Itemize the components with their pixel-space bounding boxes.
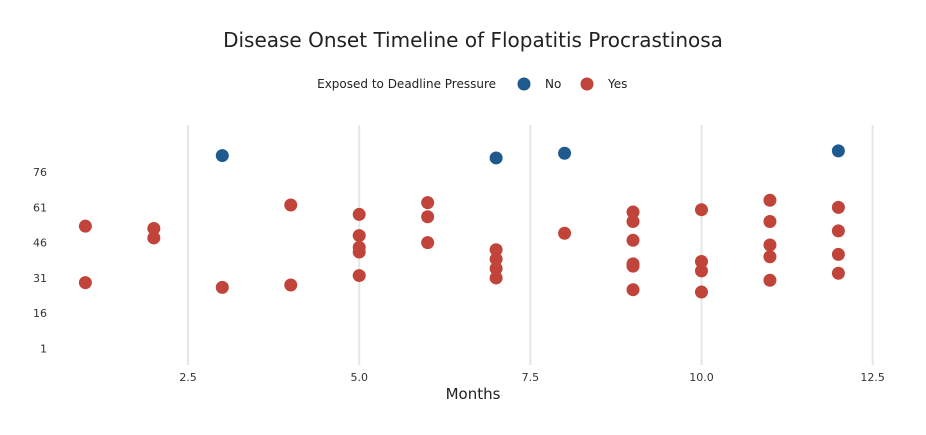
data-point-yes (831, 200, 845, 214)
data-point-no (831, 144, 845, 158)
data-point-yes (763, 193, 777, 207)
data-point-yes (284, 278, 298, 292)
data-point-yes (215, 280, 229, 294)
data-point-yes (284, 198, 298, 212)
data-point-yes (626, 205, 640, 219)
y-tick-label: 46 (33, 237, 47, 250)
data-point-no (489, 151, 503, 165)
legend-label-yes: Yes (607, 77, 627, 91)
y-tick-label: 76 (33, 166, 47, 179)
data-point-yes (558, 226, 572, 240)
x-tick-label: 7.5 (522, 371, 540, 384)
legend-swatch-no (517, 77, 531, 91)
data-point-no (215, 149, 229, 163)
data-point-yes (831, 266, 845, 280)
data-point-yes (147, 222, 161, 236)
data-point-yes (352, 245, 366, 259)
legend-label-no: No (545, 77, 561, 91)
chart-title: Disease Onset Timeline of Flopatitis Pro… (223, 28, 723, 52)
data-point-yes (421, 210, 435, 224)
x-tick-label: 12.5 (860, 371, 885, 384)
data-points (78, 144, 845, 299)
data-point-yes (831, 224, 845, 238)
data-point-yes (694, 254, 708, 268)
y-tick-label: 31 (33, 272, 47, 285)
data-point-yes (352, 207, 366, 221)
data-point-yes (489, 271, 503, 285)
data-point-yes (147, 231, 161, 245)
data-point-yes (78, 276, 92, 290)
data-point-yes (763, 214, 777, 228)
data-point-no (558, 146, 572, 160)
x-axis-ticks: 2.5 5.0 7.5 10.0 12.5 (179, 371, 885, 384)
data-point-yes (763, 273, 777, 287)
x-tick-label: 10.0 (689, 371, 714, 384)
y-tick-label: 1 (40, 343, 47, 356)
data-point-yes (489, 262, 503, 276)
y-tick-label: 16 (33, 307, 47, 320)
x-tick-label: 5.0 (350, 371, 368, 384)
x-tick-label: 2.5 (179, 371, 197, 384)
data-point-yes (626, 259, 640, 273)
data-point-yes (626, 214, 640, 228)
data-point-yes (694, 203, 708, 217)
data-point-yes (489, 243, 503, 257)
data-point-yes (421, 196, 435, 210)
data-point-yes (352, 229, 366, 243)
legend-title: Exposed to Deadline Pressure (317, 77, 496, 91)
data-point-yes (352, 269, 366, 283)
data-point-yes (763, 238, 777, 252)
data-point-yes (626, 233, 640, 247)
data-point-yes (421, 236, 435, 250)
legend: Exposed to Deadline Pressure No Yes (317, 77, 627, 91)
data-point-yes (694, 285, 708, 299)
x-axis-label: Months (446, 385, 501, 403)
data-point-yes (626, 283, 640, 297)
legend-swatch-yes (580, 77, 594, 91)
data-point-yes (694, 264, 708, 278)
data-point-yes (78, 219, 92, 233)
data-point-yes (831, 247, 845, 261)
data-point-yes (489, 252, 503, 266)
data-point-yes (763, 250, 777, 264)
y-axis-ticks: 1 16 31 46 61 76 (33, 166, 47, 355)
y-tick-label: 61 (33, 201, 47, 214)
grid-lines (187, 125, 874, 365)
legend-items: No Yes (517, 77, 627, 91)
